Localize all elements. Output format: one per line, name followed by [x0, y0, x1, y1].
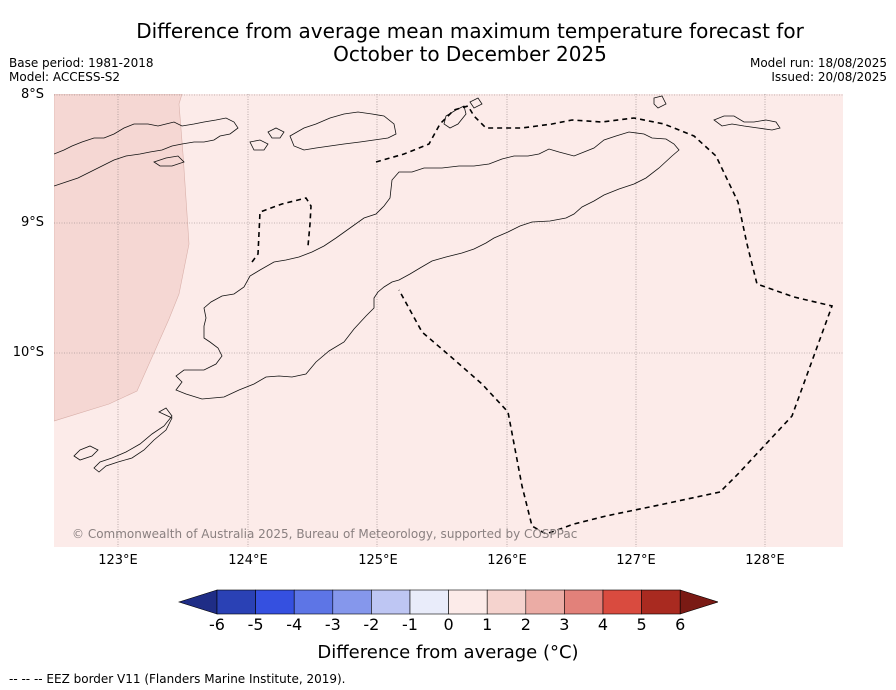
colorbar-tick-label: 2 [520, 615, 531, 634]
colorbar-tick-label: 4 [597, 615, 609, 634]
coastline-small-2 [267, 127, 285, 139]
lon-label-125e: 125°E [358, 553, 398, 568]
colorbar-tick-label: 3 [559, 615, 570, 634]
eez-border-north [375, 105, 834, 493]
lon-label-127e: 127°E [616, 553, 656, 568]
coastline-small-7 [153, 155, 185, 167]
colorbar-arrow-low [178, 589, 218, 615]
colorbar-arrow-high [679, 589, 718, 615]
colorbar-tick-label: 1 [482, 615, 493, 634]
coastline-small-3 [653, 95, 667, 109]
lat-label-8s: 8°S [20, 87, 44, 102]
colorbar-cell [409, 589, 449, 615]
coastline-wetar [289, 111, 397, 151]
title-line-1: Difference from average mean maximum tem… [136, 19, 804, 43]
colorbar-cell [641, 589, 681, 615]
model-run: Model run: 18/08/2025 [749, 56, 887, 70]
coastline-small-4 [713, 115, 781, 131]
colorbar-tick-label: -1 [402, 615, 418, 634]
model-name: Model: ACCESS-S2 [9, 70, 121, 84]
coastline-small-1 [249, 139, 269, 151]
coastlines [54, 95, 781, 473]
coastline-timor [175, 131, 680, 400]
model-run-info: Model run: 18/08/2025 Issued: 20/08/2025 [750, 56, 887, 84]
eez-border [251, 105, 834, 535]
colorbar-tick-label: -5 [247, 615, 264, 634]
coastline-semau [73, 445, 99, 461]
colorbar-cell [602, 589, 642, 615]
lon-label-126e: 126°E [487, 553, 527, 568]
chart-title: Difference from average mean maximum tem… [60, 20, 880, 66]
lon-label-128e: 128°E [745, 553, 785, 568]
lon-label-123e: 123°E [98, 553, 138, 568]
eez-footnote: -- -- -- EEZ border V11 (Flanders Marine… [9, 672, 346, 686]
eez-border-south [398, 289, 721, 535]
coastline-small-6 [469, 97, 483, 109]
colorbar-tick-label: 5 [636, 615, 647, 634]
colorbar-cell [525, 589, 565, 615]
colorbar-cell [448, 589, 488, 615]
colorbar-cell [564, 589, 604, 615]
colorbar-cell [255, 589, 295, 615]
anomaly-field-main [54, 94, 843, 547]
copyright-notice: © Commonwealth of Australia 2025, Bureau… [72, 527, 577, 541]
colorbar-cell [293, 589, 334, 615]
colorbar-cell [371, 589, 411, 615]
lon-label-124e: 124°E [228, 553, 268, 568]
coastline-alor [54, 117, 239, 187]
colorbar-tick-label: -4 [286, 615, 303, 634]
colorbar-cells [178, 589, 718, 615]
colorbar-tick-label: -6 [209, 615, 225, 634]
anomaly-field-west [54, 94, 190, 422]
colorbar-tick-label: 0 [443, 615, 454, 634]
colorbar [178, 589, 718, 615]
lat-label-10s: 10°S [12, 345, 44, 360]
base-period-info: Base period: 1981-2018 Model: ACCESS-S2 [9, 56, 154, 84]
colorbar-tick-label: 6 [675, 615, 686, 634]
base-period: Base period: 1981-2018 [9, 56, 154, 70]
graticule [54, 94, 843, 547]
issued-date: Issued: 20/08/2025 [771, 70, 887, 84]
colorbar-cell [486, 589, 527, 615]
colorbar-cell [216, 589, 256, 615]
forecast-map: © Commonwealth of Australia 2025, Bureau… [54, 94, 843, 547]
lat-label-9s: 9°S [20, 215, 44, 230]
colorbar-cell [332, 589, 372, 615]
colorbar-tick-label: -2 [363, 615, 380, 634]
title-line-2: October to December 2025 [333, 42, 607, 66]
coastline-rote [93, 407, 173, 473]
colorbar-label: Difference from average (°C) [317, 642, 579, 663]
colorbar-tick-label: -3 [324, 615, 341, 634]
